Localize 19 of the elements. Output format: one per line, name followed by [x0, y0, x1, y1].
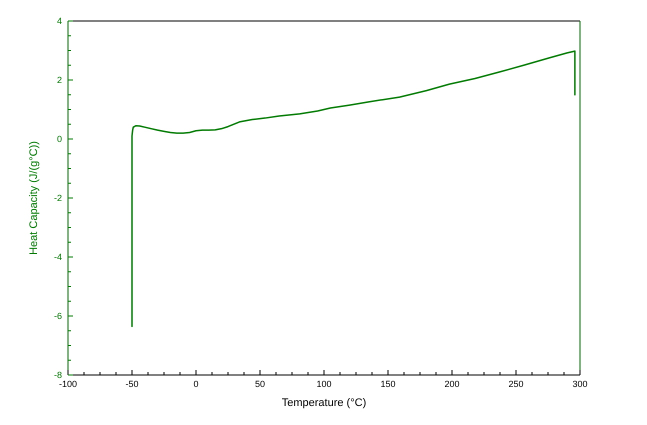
- x-tick-label: 0: [193, 379, 199, 389]
- x-tick-label: 200: [444, 379, 460, 389]
- y-tick-label: -6: [54, 311, 62, 321]
- y-tick-label: -4: [54, 252, 62, 262]
- x-tick-label: -100: [58, 379, 78, 389]
- x-axis-title: Temperature (°C): [282, 397, 366, 409]
- x-tick-label: 250: [508, 379, 524, 389]
- y-tick-label: -2: [54, 193, 62, 203]
- x-tick-label: 150: [380, 379, 396, 389]
- x-tick-label: -50: [125, 379, 139, 389]
- y-tick-label: -8: [54, 370, 62, 380]
- y-tick-label: 4: [56, 16, 62, 26]
- y-tick-label: 2: [56, 75, 62, 85]
- line-series: [131, 50, 576, 328]
- y-axis-title: Heat Capacity (J/(g°C)): [28, 141, 40, 255]
- y-tick-label: 0: [56, 134, 62, 144]
- x-tick-label: 300: [572, 379, 588, 389]
- x-tick-label: 100: [316, 379, 332, 389]
- x-tick-label: 50: [254, 379, 266, 389]
